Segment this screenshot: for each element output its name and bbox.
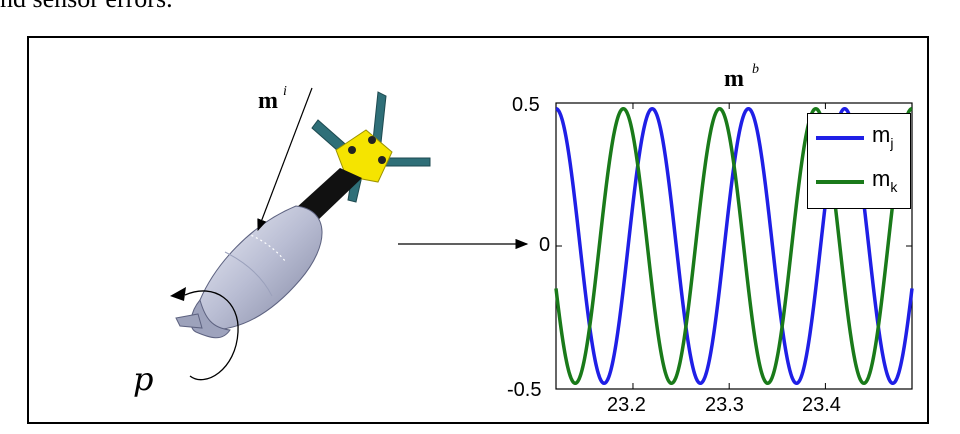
legend-swatch	[816, 136, 864, 140]
roll-rate-arrow	[184, 290, 239, 381]
legend-series-name: m	[872, 166, 891, 191]
x-tick-label: 23.2	[607, 394, 646, 416]
series-line-mk	[554, 106, 913, 386]
y-tick-label: 0	[539, 234, 551, 256]
legend-entry: mj	[816, 122, 910, 152]
figure-frame	[27, 36, 929, 424]
body-vector-title: m	[724, 66, 744, 92]
y-tick-label: 0.5	[512, 94, 540, 116]
legend-swatch	[816, 180, 864, 184]
inertial-vector-arrow	[257, 87, 313, 232]
x-tick-label: 23.4	[802, 394, 841, 416]
inertial-vector-label: m	[258, 88, 278, 114]
roll-rate-label: p	[133, 360, 154, 398]
legend-series-subscript: j	[890, 135, 894, 151]
chart-legend: mj mk	[807, 113, 911, 209]
legend-entry: mk	[816, 166, 910, 196]
body-vector-superscript: b	[752, 62, 759, 77]
inertial-vector-superscript: i	[283, 84, 287, 99]
preceding-text-fragment: nd sensor errors.	[0, 0, 173, 14]
legend-series-name: m	[872, 122, 891, 147]
legend-series-subscript: k	[890, 179, 898, 195]
tail-boom	[296, 168, 362, 222]
y-tick-label: -0.5	[507, 379, 542, 401]
x-tick-label: 23.3	[705, 394, 744, 416]
